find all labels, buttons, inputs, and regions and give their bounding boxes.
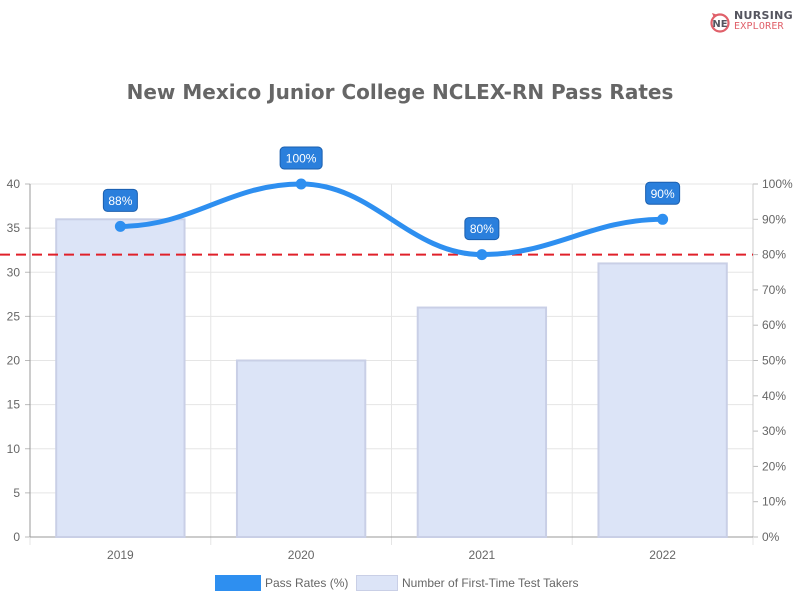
right-axis-tick-label: 30%	[762, 424, 786, 438]
legend-item-test-takers[interactable]: Number of First-Time Test Takers	[356, 575, 578, 591]
x-axis-tick-label: 2022	[649, 548, 676, 562]
pass-rate-point	[114, 220, 126, 232]
bar-test-takers	[235, 359, 367, 538]
data-label-box	[645, 181, 681, 205]
bar-test-takers	[416, 306, 548, 538]
right-axis-tick-label: 20%	[762, 459, 786, 473]
legend-swatch-pass-rates	[215, 575, 261, 591]
data-label-box	[102, 188, 138, 212]
bar-test-takers	[597, 262, 728, 538]
x-axis-tick-label: 2019	[107, 548, 134, 562]
left-axis-tick-label: 15	[7, 398, 21, 412]
logo-line1: NURSING	[734, 9, 793, 22]
bar-test-takers	[55, 218, 186, 539]
data-label: 88%	[108, 194, 132, 208]
right-axis-tick-label: 80%	[762, 248, 786, 262]
nursing-explorer-logo: NE NURSING EXPLORER	[710, 8, 795, 36]
x-axis-tick-label: 2020	[288, 548, 315, 562]
right-axis-tick-label: 100%	[762, 177, 793, 191]
data-label-box	[279, 146, 323, 170]
right-axis-tick-label: 40%	[762, 389, 786, 403]
data-label: 100%	[286, 152, 317, 166]
right-axis-tick-label: 60%	[762, 318, 786, 332]
right-axis-tick-label: 90%	[762, 212, 786, 226]
left-axis-tick-label: 40	[7, 177, 21, 191]
pass-rate-point	[657, 213, 669, 225]
pass-rate-point	[476, 249, 488, 261]
pass-rate-point	[295, 178, 307, 190]
legend: Pass Rates (%) Number of First-Time Test…	[0, 575, 800, 593]
left-axis-tick-label: 20	[7, 354, 21, 368]
data-label: 90%	[651, 187, 675, 201]
legend-swatch-test-takers	[356, 575, 398, 591]
svg-text:NE: NE	[712, 19, 727, 30]
legend-item-pass-rates[interactable]: Pass Rates (%)	[215, 575, 348, 591]
right-axis-tick-label: 70%	[762, 283, 786, 297]
logo-icon: NE	[710, 13, 730, 33]
left-axis-tick-label: 25	[7, 309, 21, 323]
right-axis-tick-label: 10%	[762, 495, 786, 509]
left-axis-tick-label: 5	[13, 486, 20, 500]
left-axis-tick-label: 10	[7, 442, 21, 456]
right-axis-tick-label: 0%	[762, 530, 780, 544]
right-axis-tick-label: 50%	[762, 354, 786, 368]
chart-title: New Mexico Junior College NCLEX-RN Pass …	[126, 80, 674, 104]
data-label-box	[464, 217, 500, 241]
pass-rate-line	[117, 181, 666, 258]
x-axis-tick-label: 2021	[469, 548, 496, 562]
legend-label: Pass Rates (%)	[265, 576, 349, 590]
left-axis-tick-label: 35	[7, 221, 21, 235]
logo-line2: EXPLORER	[734, 21, 784, 32]
data-label: 80%	[470, 222, 494, 236]
left-axis-tick-label: 30	[7, 265, 21, 279]
left-axis-tick-label: 0	[13, 530, 20, 544]
legend-label: Number of First-Time Test Takers	[402, 576, 579, 590]
